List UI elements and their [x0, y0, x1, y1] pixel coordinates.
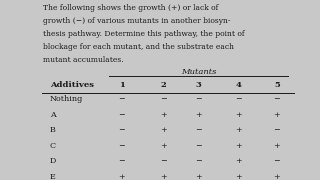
Text: −: −	[235, 95, 242, 103]
Text: The following shows the growth (+) or lack of: The following shows the growth (+) or la…	[43, 4, 219, 12]
Text: +: +	[160, 142, 166, 150]
Text: +: +	[160, 173, 166, 180]
Text: D: D	[50, 158, 56, 165]
Text: −: −	[118, 95, 125, 103]
Text: −: −	[195, 126, 202, 134]
Text: E: E	[50, 173, 55, 180]
Text: 3: 3	[196, 81, 201, 89]
Text: +: +	[235, 173, 242, 180]
Text: thesis pathway. Determine this pathway, the point of: thesis pathway. Determine this pathway, …	[43, 30, 245, 38]
Text: −: −	[160, 95, 167, 103]
Text: Mutants: Mutants	[181, 68, 217, 76]
Text: +: +	[274, 173, 280, 180]
Text: −: −	[273, 158, 280, 165]
Text: Additives: Additives	[50, 81, 93, 89]
Text: −: −	[273, 95, 280, 103]
Text: +: +	[235, 158, 242, 165]
Text: growth (−) of various mutants in another biosyn-: growth (−) of various mutants in another…	[43, 17, 231, 25]
Text: +: +	[235, 126, 242, 134]
Text: 4: 4	[236, 81, 241, 89]
Text: −: −	[195, 142, 202, 150]
Text: −: −	[118, 111, 125, 119]
Text: 2: 2	[160, 81, 166, 89]
Text: 5: 5	[274, 81, 280, 89]
Text: mutant accumulates.: mutant accumulates.	[43, 56, 124, 64]
Text: +: +	[195, 111, 202, 119]
Text: −: −	[118, 142, 125, 150]
Text: −: −	[160, 158, 167, 165]
Text: −: −	[118, 158, 125, 165]
Text: C: C	[50, 142, 56, 150]
Text: +: +	[160, 111, 166, 119]
Text: 1: 1	[119, 81, 124, 89]
Text: A: A	[50, 111, 55, 119]
Text: +: +	[274, 111, 280, 119]
Text: −: −	[195, 158, 202, 165]
Text: +: +	[118, 173, 125, 180]
Text: +: +	[195, 173, 202, 180]
Text: B: B	[50, 126, 55, 134]
Text: Nothing: Nothing	[50, 95, 83, 103]
Text: +: +	[235, 142, 242, 150]
Text: +: +	[274, 142, 280, 150]
Text: −: −	[195, 95, 202, 103]
Text: blockage for each mutant, and the substrate each: blockage for each mutant, and the substr…	[43, 43, 234, 51]
Text: −: −	[118, 126, 125, 134]
Text: −: −	[273, 126, 280, 134]
Text: +: +	[235, 111, 242, 119]
Text: +: +	[160, 126, 166, 134]
